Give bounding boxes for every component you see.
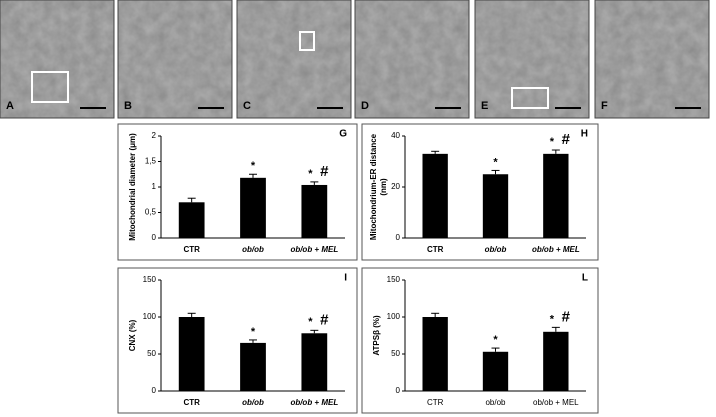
micrograph-texture: [0, 0, 114, 118]
x-tick-label: CTR: [427, 398, 444, 407]
panel-label: D: [361, 100, 369, 112]
bar: [240, 177, 266, 238]
panel-label: E: [481, 100, 488, 112]
y-tick-label: 100: [143, 312, 157, 321]
micrograph-texture: [595, 0, 709, 118]
y-axis-label: (nm): [379, 178, 388, 196]
bar: [482, 351, 509, 391]
bar: [301, 184, 328, 238]
annotation: #: [320, 163, 329, 180]
x-tick-label: ob/ob: [485, 398, 506, 407]
y-tick-label: 20: [391, 182, 400, 191]
micrograph-texture: [237, 0, 351, 118]
bar: [240, 342, 266, 391]
x-tick-label: ob/ob + MEL: [533, 398, 579, 407]
x-tick-label: ob/ob: [242, 245, 264, 254]
x-tick-label: CTR: [183, 245, 200, 254]
y-tick-label: 0,5: [145, 208, 157, 217]
x-tick-label: CTR: [183, 398, 200, 407]
annotation: *: [550, 136, 555, 148]
y-axis-label: ATPSβ (%): [372, 315, 381, 356]
y-axis-label: Mitochondrial diameter (μm): [128, 133, 137, 241]
y-tick-label: 0: [152, 386, 157, 395]
x-tick-label: ob/ob: [242, 398, 264, 407]
bar: [482, 174, 509, 238]
y-tick-label: 50: [391, 349, 400, 358]
y-axis-label: CNX (%): [128, 319, 137, 351]
y-tick-label: 2: [152, 131, 157, 140]
chart-frame: [361, 123, 599, 261]
annotation: *: [550, 313, 555, 325]
micrograph-border: [474, 0, 590, 119]
annotation: *: [308, 168, 313, 180]
panel-label: C: [243, 100, 251, 112]
annotation: *: [493, 156, 498, 168]
chart-frame: [361, 267, 599, 414]
y-tick-label: 0: [152, 233, 157, 242]
panel-label: F: [601, 100, 608, 112]
bar: [422, 317, 448, 391]
micrograph-border: [354, 0, 470, 119]
y-tick-label: 40: [391, 131, 400, 140]
x-tick-label: ob/ob: [485, 245, 507, 254]
x-tick-label: CTR: [427, 245, 444, 254]
bar: [422, 153, 448, 238]
bar: [178, 317, 205, 391]
y-tick-label: 1: [152, 182, 157, 191]
panel-letter: G: [339, 129, 347, 140]
y-tick-label: 150: [387, 275, 401, 284]
micrograph-border: [594, 0, 710, 119]
y-tick-label: 150: [143, 275, 157, 284]
annotation: *: [251, 326, 256, 338]
inset-box: [31, 71, 69, 103]
y-tick-label: 0: [396, 386, 401, 395]
micrograph-border: [117, 0, 233, 119]
bar: [543, 153, 569, 238]
chart-frame: [117, 267, 358, 414]
bar: [301, 333, 328, 391]
micrograph-texture: [355, 0, 469, 118]
y-tick-label: 1,5: [145, 157, 157, 166]
y-tick-label: 0: [396, 233, 401, 242]
micrograph-border: [0, 0, 115, 119]
y-tick-label: 100: [387, 312, 401, 321]
panel-letter: I: [344, 273, 347, 284]
x-tick-label: ob/ob + MEL: [290, 398, 338, 407]
x-tick-label: ob/ob + MEL: [532, 245, 580, 254]
micrograph-texture: [475, 0, 589, 118]
inset-box: [299, 31, 315, 51]
bar: [178, 202, 205, 238]
panel-label: B: [124, 100, 132, 112]
y-axis-label: Mitochondrium-ER distance: [369, 133, 378, 240]
panel-letter: L: [582, 273, 588, 284]
panel-letter: H: [581, 129, 588, 140]
micrograph-border: [236, 0, 352, 119]
annotation: *: [308, 316, 313, 328]
annotation: #: [562, 308, 571, 325]
x-tick-label: ob/ob + MEL: [290, 245, 338, 254]
annotation: *: [493, 334, 498, 346]
panel-label: A: [6, 100, 14, 112]
annotation: #: [562, 131, 571, 148]
micrograph-texture: [118, 0, 232, 118]
annotation: *: [251, 160, 256, 172]
chart-frame: [117, 123, 358, 261]
bar: [543, 331, 569, 391]
y-tick-label: 50: [147, 349, 156, 358]
annotation: #: [320, 311, 329, 328]
inset-box: [511, 87, 549, 109]
